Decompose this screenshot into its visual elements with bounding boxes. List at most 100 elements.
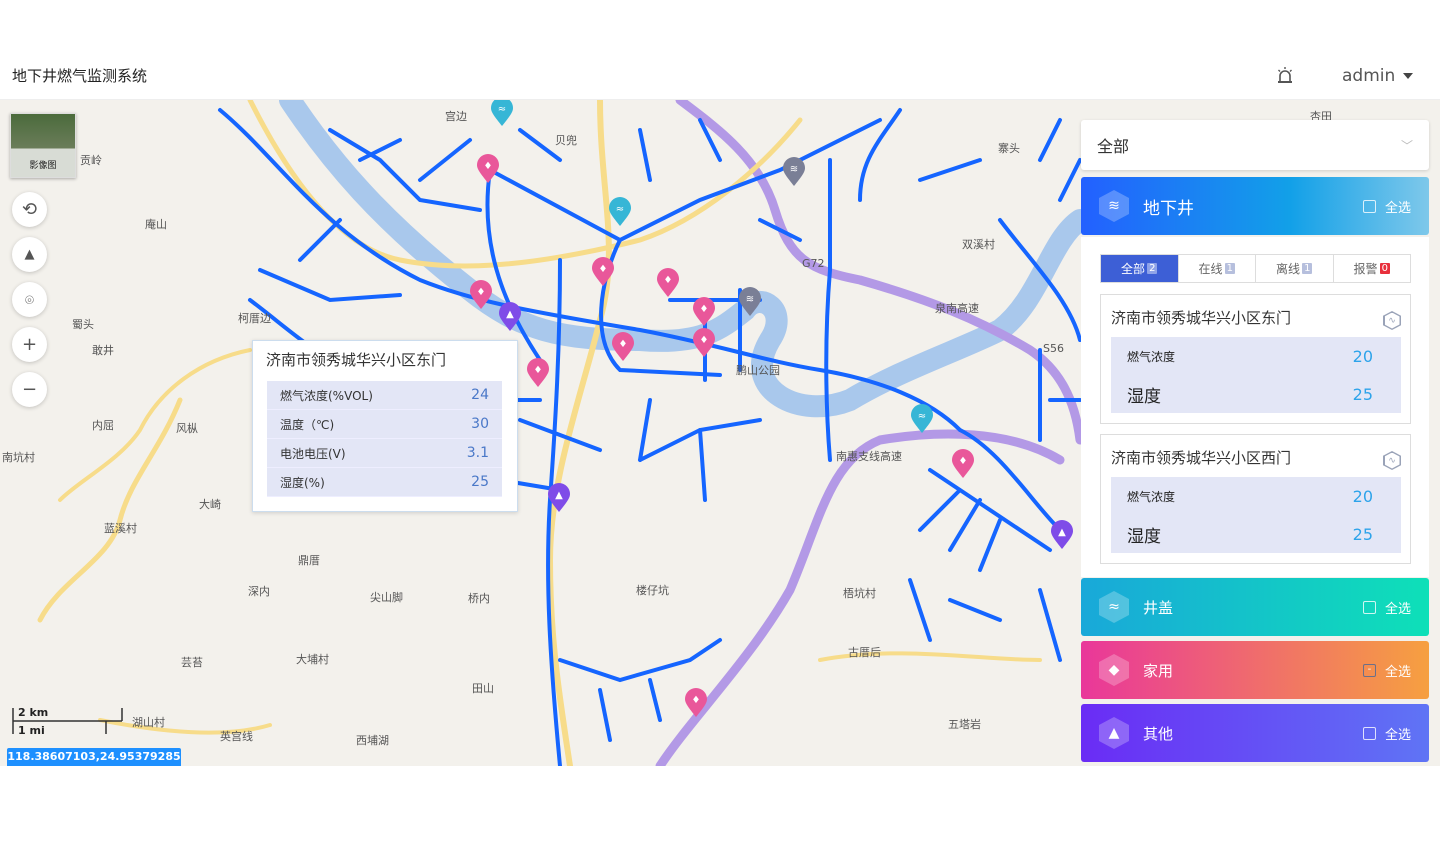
svg-text:♦: ♦ xyxy=(700,304,709,315)
svg-text:♦: ♦ xyxy=(700,335,709,346)
svg-text:♦: ♦ xyxy=(619,339,628,350)
well-marker[interactable]: ≋ xyxy=(738,287,762,317)
household-marker[interactable]: ♦ xyxy=(591,257,615,287)
map-place-label: 五塔岩 xyxy=(948,718,981,731)
map-place-label: 深内 xyxy=(248,585,270,598)
svg-text:♦: ♦ xyxy=(477,287,486,298)
zoom-in-button[interactable]: + xyxy=(12,327,47,362)
popup-row: 湿度(%) 25 xyxy=(267,468,502,497)
map-place-label: 宫边 xyxy=(445,110,467,123)
category-underground-well[interactable]: ≋ 地下井 全选 xyxy=(1081,177,1429,235)
household-marker[interactable]: ♦ xyxy=(611,332,635,362)
device-type-select[interactable]: 全部 ﹀ xyxy=(1081,120,1429,170)
road xyxy=(37,397,183,623)
top-header: 地下井燃气监测系统 admin xyxy=(0,52,1440,100)
highway-g72 xyxy=(675,100,1085,445)
map-place-label: 大崎 xyxy=(199,498,221,511)
map-place-label: 庵山 xyxy=(145,218,167,231)
map-place-label: 大埔村 xyxy=(296,653,329,666)
caret-down-icon xyxy=(1403,72,1414,79)
chevron-down-icon: ﹀ xyxy=(1400,138,1413,153)
svg-text:▲: ▲ xyxy=(506,309,514,320)
map-place-label: G72 xyxy=(802,257,825,270)
other-marker[interactable]: ▲ xyxy=(547,483,571,513)
zoom-out-button[interactable]: − xyxy=(12,372,47,407)
device-card[interactable]: 济南市领秀城华兴小区东门 ∿ 燃气浓度 20 湿度 25 xyxy=(1100,294,1411,424)
map-place-label: 蓝溪村 xyxy=(104,522,137,535)
household-marker[interactable]: ♦ xyxy=(951,449,975,479)
household-marker[interactable]: ♦ xyxy=(692,328,716,358)
tab-all[interactable]: 全部 2 xyxy=(1101,255,1179,282)
map-place-label: 英宫线 xyxy=(220,730,253,743)
select-all-checkbox[interactable] xyxy=(1362,600,1376,614)
category-household[interactable]: ◆ 家用 - 全选 xyxy=(1081,641,1429,699)
popup-title: 济南市领秀城华兴小区东门 xyxy=(266,351,447,369)
svg-text:♦: ♦ xyxy=(599,264,608,275)
popup-row: 电池电压(V) 3.1 xyxy=(267,439,502,468)
waveform-icon[interactable]: ∿ xyxy=(1383,311,1401,330)
compass-icon[interactable]: ▲ xyxy=(12,237,47,272)
rotate-icon[interactable]: ⟲ xyxy=(12,192,47,227)
cover-marker[interactable]: ≈ xyxy=(608,197,632,227)
tab-offline[interactable]: 离线 1 xyxy=(1256,255,1334,282)
svg-text:≋: ≋ xyxy=(746,294,754,305)
svg-text:≈: ≈ xyxy=(616,204,624,215)
manhole-cover-icon: ≈ xyxy=(1099,591,1129,623)
map-place-label: 风枞 xyxy=(176,422,198,435)
coordinate-readout: 118.38607103,24.95379285 xyxy=(7,748,181,766)
map-place-label: 古厝后 xyxy=(848,646,881,659)
satellite-layer-toggle[interactable]: 影像图 xyxy=(10,113,76,178)
well-device-list: 全部 2 在线 1 离线 1 报警 0 济南市领秀城华兴小区东门 ∿ 燃气浓度 20 湿度… xyxy=(1081,237,1429,577)
cover-marker[interactable]: ≈ xyxy=(490,100,514,127)
alarm-light-icon[interactable] xyxy=(1275,65,1295,85)
map-place-label: 桥内 xyxy=(468,592,490,605)
map-place-label: 鼎厝 xyxy=(298,554,320,567)
household-marker[interactable]: ♦ xyxy=(469,280,493,310)
category-manhole-cover[interactable]: ≈ 井盖 全选 xyxy=(1081,578,1429,636)
household-marker[interactable]: ♦ xyxy=(476,154,500,184)
map-place-label: 田山 xyxy=(472,682,494,695)
river xyxy=(279,100,1091,418)
map-place-label: 鹏山公园 xyxy=(736,364,780,377)
svg-text:▲: ▲ xyxy=(1058,527,1066,538)
map-place-label: 贡岭 xyxy=(80,154,102,167)
map-place-label: 柯厝边 xyxy=(238,312,271,325)
household-marker[interactable]: ♦ xyxy=(684,688,708,718)
map-place-label: S56 xyxy=(1043,342,1064,355)
well-marker[interactable]: ≋ xyxy=(782,157,806,187)
household-marker[interactable]: ♦ xyxy=(526,358,550,388)
user-menu[interactable]: admin xyxy=(1342,65,1414,86)
select-all-checkbox-indeterminate[interactable]: - xyxy=(1362,663,1376,677)
other-marker[interactable]: ▲ xyxy=(498,302,522,332)
category-other[interactable]: ▲ 其他 全选 xyxy=(1081,704,1429,762)
well-icon: ≋ xyxy=(1099,190,1129,222)
svg-text:♦: ♦ xyxy=(692,695,701,706)
map-place-label: 南坑村 xyxy=(2,451,35,464)
cover-marker[interactable]: ≈ xyxy=(910,404,934,434)
household-marker[interactable]: ♦ xyxy=(656,268,680,298)
waveform-icon[interactable]: ∿ xyxy=(1383,451,1401,470)
tab-alarm[interactable]: 报警 0 xyxy=(1353,262,1390,276)
map-place-label: 双溪村 xyxy=(962,238,995,251)
map-place-label: 芸苔 xyxy=(181,656,203,669)
locate-icon[interactable]: ⌾ xyxy=(12,282,47,317)
road xyxy=(546,100,612,766)
device-card[interactable]: 济南市领秀城华兴小区西门 ∿ 燃气浓度 20 湿度 25 xyxy=(1100,434,1411,564)
map-place-label: 寨头 xyxy=(998,142,1020,155)
map-place-label: 湖山村 xyxy=(132,716,165,729)
map-place-label: 杏田 xyxy=(1310,110,1332,123)
popup-row: 温度（℃) 30 xyxy=(267,410,502,439)
map-place-label: 内屈 xyxy=(92,419,114,432)
map-place-label: 尖山脚 xyxy=(370,591,403,604)
other-marker[interactable]: ▲ xyxy=(1050,520,1074,550)
svg-text:≋: ≋ xyxy=(790,164,798,175)
household-marker[interactable]: ♦ xyxy=(692,297,716,327)
svg-text:≈: ≈ xyxy=(918,411,926,422)
select-all-checkbox[interactable] xyxy=(1362,199,1376,213)
tab-online[interactable]: 在线 1 xyxy=(1179,255,1256,282)
map-place-label: 蜀头 xyxy=(72,318,94,331)
road xyxy=(818,651,1042,662)
username: admin xyxy=(1342,65,1396,86)
flask-icon: ▲ xyxy=(1099,717,1129,749)
select-all-checkbox[interactable] xyxy=(1362,726,1376,740)
